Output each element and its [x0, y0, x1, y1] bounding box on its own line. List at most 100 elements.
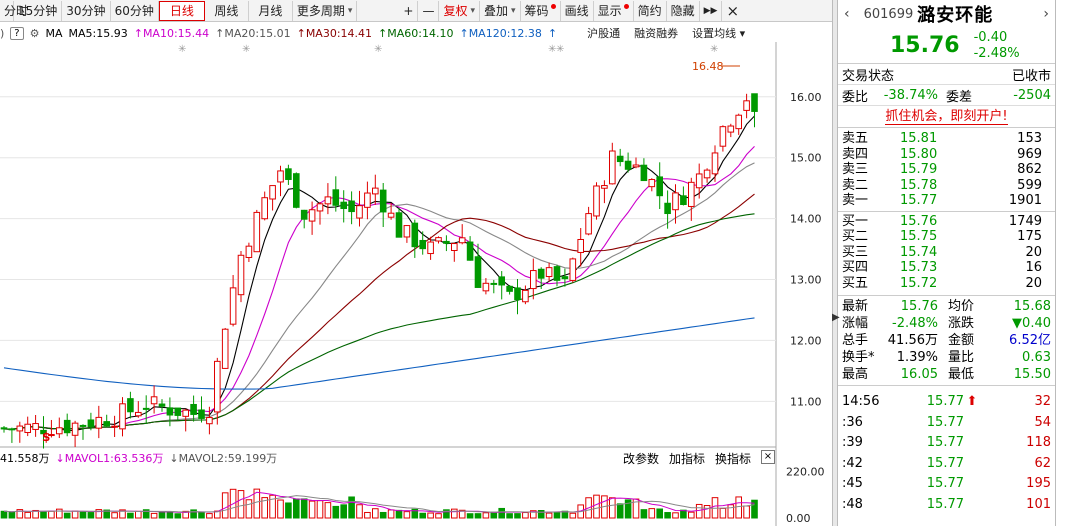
- tick-time: :36: [842, 414, 863, 430]
- volume-bar: [356, 504, 363, 519]
- draw-line-button[interactable]: 画线: [561, 0, 594, 21]
- tab-more-period[interactable]: 更多周期 ▾: [293, 0, 358, 21]
- bid-row[interactable]: 买二 15.75 175: [838, 229, 1055, 245]
- expand-button[interactable]: ▶▶: [700, 0, 723, 21]
- ma-legend: ) ? ⚙ MA MA5:15.93 ↑MA10:15.44 ↑MA20:15.…: [0, 24, 770, 42]
- notice-dot-icon: [623, 4, 629, 9]
- help-icon[interactable]: ?: [10, 26, 24, 40]
- ma-settings-button[interactable]: 设置均线 ▾: [692, 27, 746, 40]
- ma30-label[interactable]: ↑MA30:14.41: [296, 26, 373, 40]
- tab-weekly[interactable]: 周线: [205, 0, 249, 21]
- zoom-out-button[interactable]: —: [418, 0, 440, 21]
- margin-button[interactable]: 融资融券: [634, 27, 679, 40]
- candle: [458, 224, 466, 245]
- price-change-pct: -2.48%: [973, 45, 1020, 61]
- grid-lines: [0, 96, 776, 402]
- panel-divider[interactable]: [832, 0, 838, 526]
- next-stock-icon[interactable]: ›: [1043, 6, 1049, 22]
- volume-bar: [514, 513, 521, 519]
- ma10-label[interactable]: ↑MA10:15.44: [133, 26, 210, 40]
- display-button[interactable]: 显示: [594, 0, 634, 21]
- collapse-arrow-icon[interactable]: ▶: [832, 312, 840, 323]
- ask-row[interactable]: 卖三 15.79 862: [838, 162, 1055, 178]
- stat-row: 涨幅 -2.48% 涨跌 ▼0.40: [838, 315, 1055, 332]
- bid-row[interactable]: 买四 15.73 16: [838, 260, 1055, 276]
- chips-button[interactable]: 筹码: [521, 0, 561, 21]
- candle: [537, 267, 545, 289]
- stat-v1: -2.48%: [892, 316, 938, 331]
- ask-row[interactable]: 卖四 15.80 969: [838, 147, 1055, 163]
- tab-daily[interactable]: 日线: [158, 0, 205, 21]
- mavol1-label[interactable]: ↓MAVOL1:63.536万: [55, 452, 164, 465]
- switch-indicator-button[interactable]: 换指标: [714, 451, 751, 466]
- add-indicator-button[interactable]: 加指标: [668, 451, 705, 466]
- candle: [24, 416, 31, 437]
- ma60-label[interactable]: ↑MA60:14.10: [378, 26, 454, 40]
- volume-bar: [71, 510, 79, 519]
- candle: [71, 420, 79, 448]
- mavol2-label[interactable]: ↓MAVOL2:59.199万: [169, 452, 278, 465]
- tick-row: :48 15.77 101: [838, 495, 1055, 516]
- zoom-in-button[interactable]: +: [399, 0, 419, 21]
- bid-row[interactable]: 买三 15.74 20: [838, 245, 1055, 261]
- tick-arrow: [964, 474, 980, 495]
- volume-bar: [506, 513, 513, 519]
- volume-bar: [198, 511, 205, 519]
- hgt-button[interactable]: 沪股通: [587, 27, 621, 40]
- high-marker-label: 16.48: [692, 60, 724, 73]
- ma120-label[interactable]: ↑MA120:12.38: [459, 26, 542, 40]
- bid-row[interactable]: 买五 15.72 20: [838, 276, 1055, 292]
- close-volume-button[interactable]: ×: [761, 449, 775, 464]
- ask-row[interactable]: 卖二 15.78 599: [838, 178, 1055, 194]
- ask-row[interactable]: 卖五 15.81 153: [838, 131, 1055, 147]
- close-button[interactable]: ×: [726, 1, 740, 20]
- bid-label: 买二: [842, 229, 869, 244]
- volume-bar: [498, 507, 505, 519]
- tab-60min[interactable]: 60分钟: [111, 0, 159, 21]
- candle: [16, 421, 24, 443]
- volume-bar: [221, 492, 229, 519]
- hide-button[interactable]: 隐藏: [667, 0, 700, 21]
- simple-button[interactable]: 简约: [634, 0, 667, 21]
- candle: [616, 148, 624, 167]
- volume-legend: 41.558万 ↓MAVOL1:63.536万 ↓MAVOL2:59.199万 …: [0, 449, 775, 467]
- open-account-banner[interactable]: 抓住机会，即刻开户!: [838, 106, 1055, 128]
- volume-bar: [269, 494, 276, 519]
- volume-bar: [16, 509, 24, 519]
- ask-label: 卖四: [842, 146, 869, 162]
- volume-bar: [300, 498, 308, 519]
- candle: [221, 327, 229, 369]
- candle: [435, 236, 442, 244]
- volume-bar: [490, 511, 498, 519]
- tab-timeshare[interactable]: 分时: [0, 0, 28, 21]
- price-axis-label: 12.00: [790, 334, 822, 347]
- ask-row[interactable]: 卖一 15.77 1901: [838, 193, 1055, 209]
- candle: [640, 158, 648, 182]
- tick-price: 15.77: [926, 414, 964, 430]
- change-params-button[interactable]: 改参数: [622, 451, 659, 466]
- candle: [648, 178, 656, 192]
- tick-arrow: ⬆: [966, 394, 978, 409]
- adjust-button[interactable]: 复权 ▾: [439, 0, 480, 21]
- candle: [269, 185, 276, 211]
- tab-30min[interactable]: 30分钟: [62, 0, 111, 21]
- candle: [514, 278, 521, 315]
- candle: [522, 285, 529, 305]
- bid-row[interactable]: 买一 15.76 1749: [838, 214, 1055, 230]
- collapse-icon[interactable]: ): [0, 26, 5, 40]
- overlay-button[interactable]: 叠加 ▾: [480, 0, 521, 21]
- volume-bar: [150, 512, 158, 519]
- prev-stock-icon[interactable]: ‹: [844, 6, 850, 22]
- stat-row: 最新 15.76 均价 15.68: [838, 298, 1055, 315]
- settings-icon[interactable]: ⚙: [29, 26, 40, 40]
- ma5-label[interactable]: MA5:15.93: [68, 26, 128, 40]
- tab-15min[interactable]: 15分钟: [14, 0, 63, 21]
- price-axis-label: 13.00: [790, 274, 822, 287]
- candle: [577, 228, 585, 267]
- tick-vol: 54: [1034, 414, 1051, 430]
- ma20-label[interactable]: ↑MA20:15.01: [215, 26, 291, 40]
- volume-bar: [609, 497, 616, 519]
- tick-arrow: [964, 413, 980, 434]
- tab-monthly[interactable]: 月线: [249, 0, 293, 21]
